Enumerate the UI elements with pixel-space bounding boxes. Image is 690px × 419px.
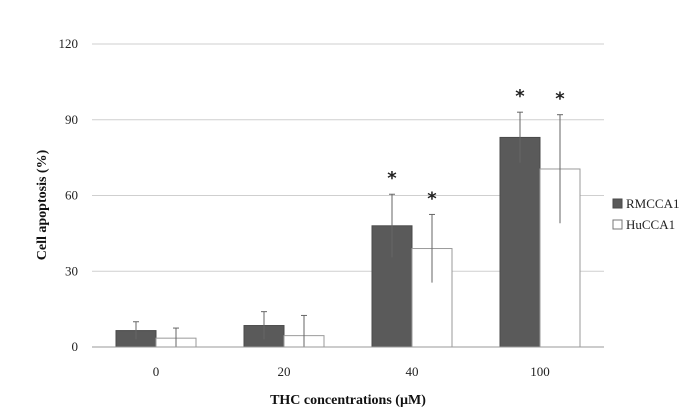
significance-marker: * — [515, 86, 525, 107]
x-tick-label: 0 — [153, 364, 160, 379]
x-tick-label: 20 — [278, 364, 291, 379]
x-axis: 0 20 40 100 — [92, 346, 604, 379]
y-tick-label: 60 — [65, 188, 78, 203]
legend-swatch-hucca1 — [612, 219, 623, 230]
y-axis: 0 30 60 90 120 — [59, 36, 79, 354]
legend-label-rmcca1: RMCCA1 — [626, 196, 679, 211]
bar-rmcca1 — [499, 136, 541, 348]
bars: * * * * — [115, 86, 581, 348]
significance-marker: * — [427, 188, 437, 209]
y-axis-title: Cell apoptosis (%) — [35, 149, 50, 260]
significance-marker: * — [555, 89, 565, 110]
y-tick-label: 0 — [72, 339, 79, 354]
significance-marker: * — [387, 168, 397, 189]
legend: RMCCA1 HuCCA1 — [612, 196, 679, 232]
x-tick-label: 100 — [530, 364, 550, 379]
x-tick-label: 40 — [406, 364, 419, 379]
legend-label-hucca1: HuCCA1 — [626, 217, 675, 232]
y-tick-label: 120 — [59, 36, 79, 51]
legend-swatch-rmcca1 — [612, 198, 623, 209]
y-tick-label: 30 — [65, 263, 78, 278]
y-tick-label: 90 — [65, 112, 78, 127]
x-axis-title: THC concentrations (µM) — [270, 393, 426, 408]
